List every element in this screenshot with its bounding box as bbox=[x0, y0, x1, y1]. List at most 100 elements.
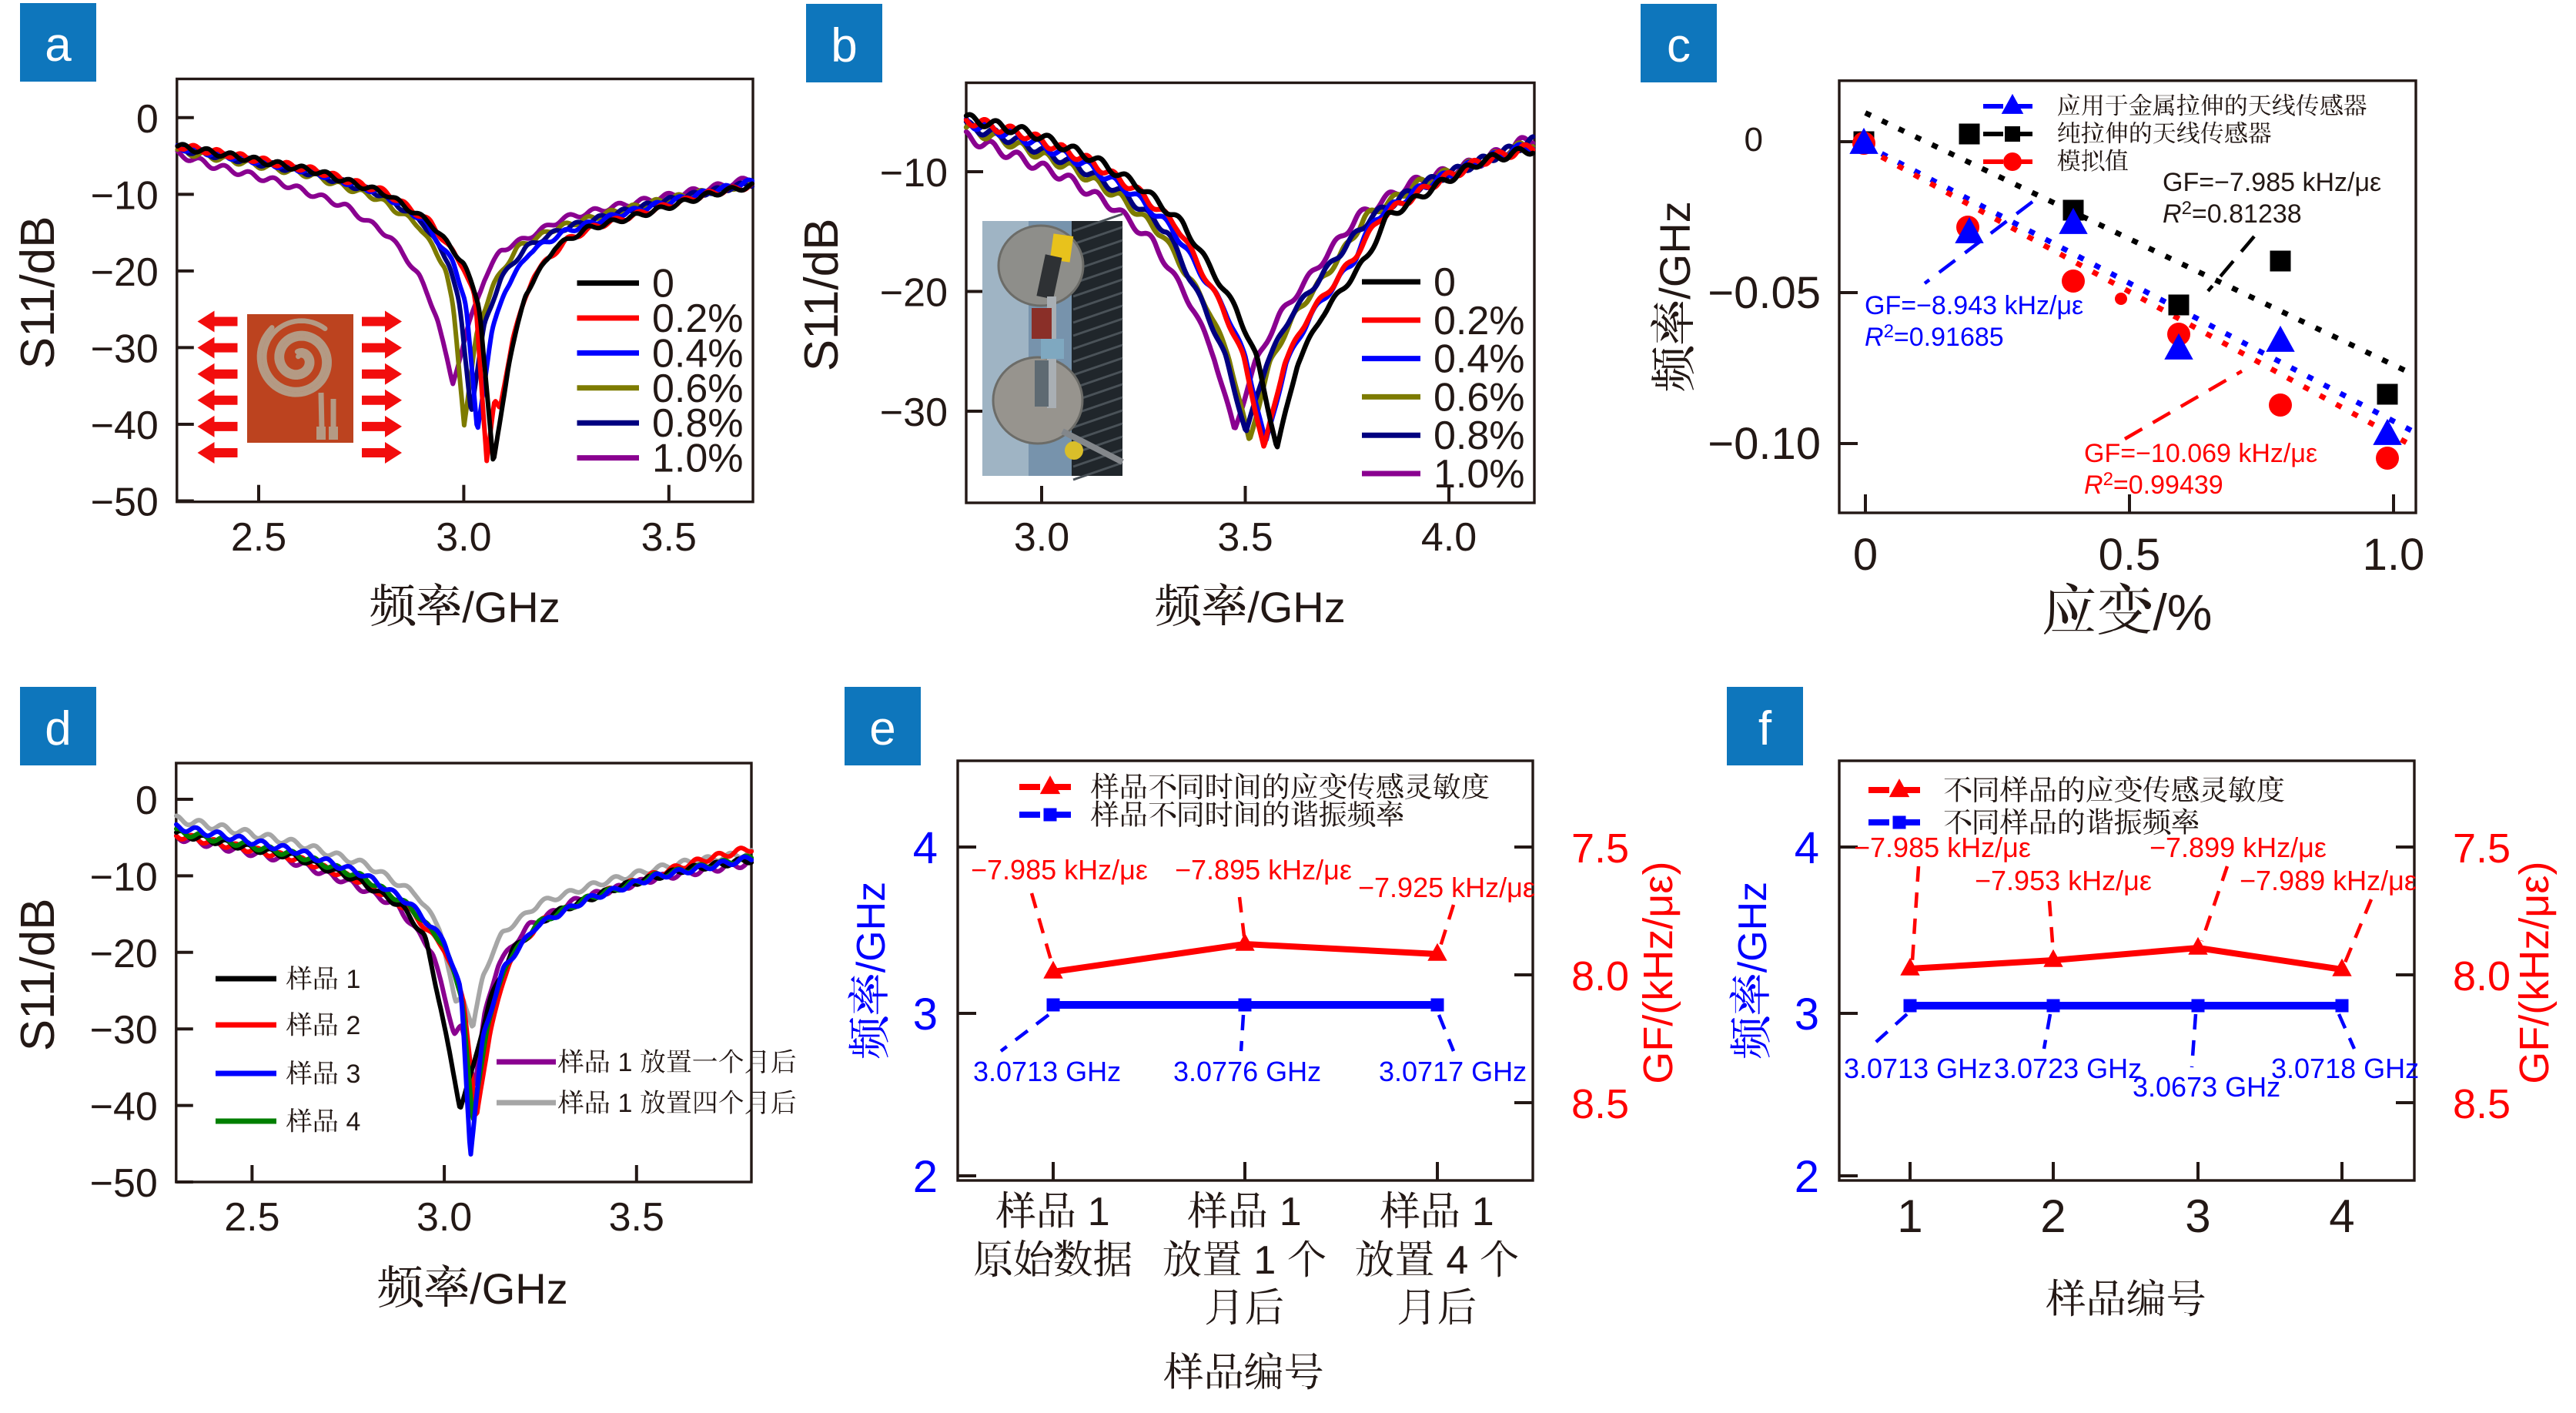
svg-text:1: 1 bbox=[1280, 1190, 1302, 1234]
svg-text:0: 0 bbox=[1434, 260, 1456, 305]
svg-text:a: a bbox=[45, 18, 72, 72]
svg-text:−20: −20 bbox=[90, 932, 158, 976]
svg-text:GF=−8.943 kHz/με: GF=−8.943 kHz/με bbox=[1865, 291, 2083, 320]
svg-text:8.0: 8.0 bbox=[2453, 953, 2511, 999]
svg-text:3.0713 GHz: 3.0713 GHz bbox=[1844, 1053, 1992, 1084]
svg-text:0.8%: 0.8% bbox=[1434, 414, 1525, 458]
svg-text:8.5: 8.5 bbox=[2453, 1081, 2511, 1127]
svg-text:1: 1 bbox=[618, 1089, 633, 1118]
svg-text:GF/(kHz/με): GF/(kHz/με) bbox=[2511, 862, 2558, 1084]
svg-text:2: 2 bbox=[1795, 1152, 1819, 1202]
svg-text:1: 1 bbox=[1897, 1190, 1922, 1242]
svg-text:3.5: 3.5 bbox=[1217, 515, 1273, 560]
svg-text:f: f bbox=[1758, 702, 1772, 755]
svg-text:3.0673 GHz: 3.0673 GHz bbox=[2133, 1071, 2280, 1103]
svg-text:7.5: 7.5 bbox=[1571, 825, 1629, 872]
svg-text:3: 3 bbox=[1795, 989, 1819, 1040]
svg-text:R2=0.91685: R2=0.91685 bbox=[1865, 321, 2004, 352]
svg-text:0: 0 bbox=[652, 262, 674, 306]
svg-text:0.4%: 0.4% bbox=[652, 331, 744, 376]
svg-text:/%: /% bbox=[2153, 584, 2212, 641]
svg-text:4: 4 bbox=[346, 1107, 361, 1137]
svg-text:−50: −50 bbox=[91, 480, 159, 525]
svg-text:3.0717 GHz: 3.0717 GHz bbox=[1379, 1056, 1527, 1087]
svg-text:e: e bbox=[869, 702, 895, 755]
svg-text:S11/dB: S11/dB bbox=[795, 219, 848, 372]
svg-text:8.0: 8.0 bbox=[1571, 953, 1629, 999]
svg-text:GF=−10.069 kHz/με: GF=−10.069 kHz/με bbox=[2084, 439, 2317, 468]
svg-text:−7.989 kHz/με: −7.989 kHz/με bbox=[2240, 865, 2417, 896]
svg-text:−50: −50 bbox=[90, 1161, 158, 1206]
svg-text:/GHz: /GHz bbox=[1247, 583, 1346, 631]
svg-text:0: 0 bbox=[1745, 121, 1763, 159]
svg-text:4: 4 bbox=[1446, 1238, 1468, 1283]
svg-text:2: 2 bbox=[2040, 1190, 2066, 1242]
svg-text:/GHz: /GHz bbox=[849, 882, 894, 973]
svg-text:b: b bbox=[831, 19, 857, 72]
svg-text:1: 1 bbox=[1472, 1190, 1494, 1234]
svg-text:GF/(kHz/με): GF/(kHz/με) bbox=[1635, 862, 1681, 1084]
svg-text:d: d bbox=[45, 702, 71, 755]
svg-text:7.5: 7.5 bbox=[2453, 825, 2511, 872]
svg-text:0.5: 0.5 bbox=[2099, 530, 2161, 580]
svg-text:−0.10: −0.10 bbox=[1708, 419, 1821, 469]
svg-text:3: 3 bbox=[913, 989, 938, 1040]
svg-text:−40: −40 bbox=[91, 403, 159, 448]
svg-text:0: 0 bbox=[136, 97, 159, 142]
svg-text:2.5: 2.5 bbox=[231, 515, 286, 560]
svg-text:0.8%: 0.8% bbox=[652, 401, 744, 446]
svg-text:−10: −10 bbox=[880, 151, 948, 196]
svg-text:3.5: 3.5 bbox=[641, 515, 697, 560]
svg-text:−30: −30 bbox=[91, 326, 159, 371]
svg-text:3.0718 GHz: 3.0718 GHz bbox=[2271, 1053, 2419, 1084]
svg-text:0.4%: 0.4% bbox=[1434, 337, 1525, 382]
svg-text:1: 1 bbox=[1088, 1190, 1110, 1234]
svg-text:/GHz: /GHz bbox=[470, 1264, 568, 1313]
svg-text:/GHz: /GHz bbox=[1731, 882, 1775, 973]
svg-text:0.2%: 0.2% bbox=[1434, 299, 1525, 343]
svg-text:c: c bbox=[1667, 19, 1691, 72]
svg-text:−10: −10 bbox=[90, 855, 158, 899]
svg-text:−20: −20 bbox=[91, 250, 159, 295]
svg-text:3: 3 bbox=[2185, 1190, 2210, 1242]
svg-text:1: 1 bbox=[618, 1048, 633, 1077]
svg-text:1.0%: 1.0% bbox=[1434, 452, 1525, 497]
svg-text:−10: −10 bbox=[91, 173, 159, 218]
svg-text:0: 0 bbox=[135, 778, 158, 823]
svg-text:2.5: 2.5 bbox=[224, 1195, 279, 1240]
svg-text:3.0: 3.0 bbox=[436, 515, 491, 560]
svg-text:2: 2 bbox=[346, 1011, 361, 1040]
svg-text:4: 4 bbox=[2329, 1190, 2354, 1242]
svg-text:−7.899 kHz/με: −7.899 kHz/με bbox=[2149, 832, 2327, 863]
svg-text:−7.895 kHz/με: −7.895 kHz/με bbox=[1175, 854, 1352, 886]
svg-text:0.2%: 0.2% bbox=[652, 296, 744, 341]
svg-text:S11/dB: S11/dB bbox=[12, 899, 65, 1052]
svg-text:−7.925 kHz/με: −7.925 kHz/με bbox=[1358, 872, 1535, 903]
svg-text:0: 0 bbox=[1853, 530, 1878, 580]
svg-text:1: 1 bbox=[1253, 1238, 1276, 1283]
svg-text:−30: −30 bbox=[90, 1008, 158, 1053]
svg-text:R2=0.99439: R2=0.99439 bbox=[2084, 469, 2223, 500]
svg-text:/GHz: /GHz bbox=[1651, 201, 1699, 300]
svg-text:/GHz: /GHz bbox=[462, 583, 560, 631]
svg-text:8.5: 8.5 bbox=[1571, 1081, 1629, 1127]
svg-text:3: 3 bbox=[346, 1060, 361, 1089]
svg-text:S11/dB: S11/dB bbox=[12, 216, 65, 370]
svg-text:0.6%: 0.6% bbox=[1434, 375, 1525, 420]
svg-text:4: 4 bbox=[1795, 823, 1819, 873]
svg-text:3.0713 GHz: 3.0713 GHz bbox=[973, 1056, 1121, 1087]
svg-text:0.6%: 0.6% bbox=[652, 367, 744, 411]
svg-text:3.0776 GHz: 3.0776 GHz bbox=[1173, 1056, 1321, 1087]
svg-text:3.0723 GHz: 3.0723 GHz bbox=[1994, 1053, 2142, 1084]
svg-text:−30: −30 bbox=[880, 390, 948, 435]
svg-text:3.0: 3.0 bbox=[1014, 515, 1069, 560]
svg-text:2: 2 bbox=[913, 1152, 938, 1202]
svg-text:−40: −40 bbox=[90, 1085, 158, 1130]
svg-text:1.0%: 1.0% bbox=[652, 437, 744, 481]
svg-text:−0.05: −0.05 bbox=[1708, 268, 1821, 318]
svg-text:−7.985 kHz/με: −7.985 kHz/με bbox=[971, 854, 1148, 886]
svg-text:−7.985 kHz/με: −7.985 kHz/με bbox=[1854, 832, 2031, 863]
svg-text:GF=−7.985 kHz/με: GF=−7.985 kHz/με bbox=[2163, 168, 2381, 197]
svg-text:3.5: 3.5 bbox=[609, 1195, 664, 1240]
svg-text:−20: −20 bbox=[880, 271, 948, 316]
